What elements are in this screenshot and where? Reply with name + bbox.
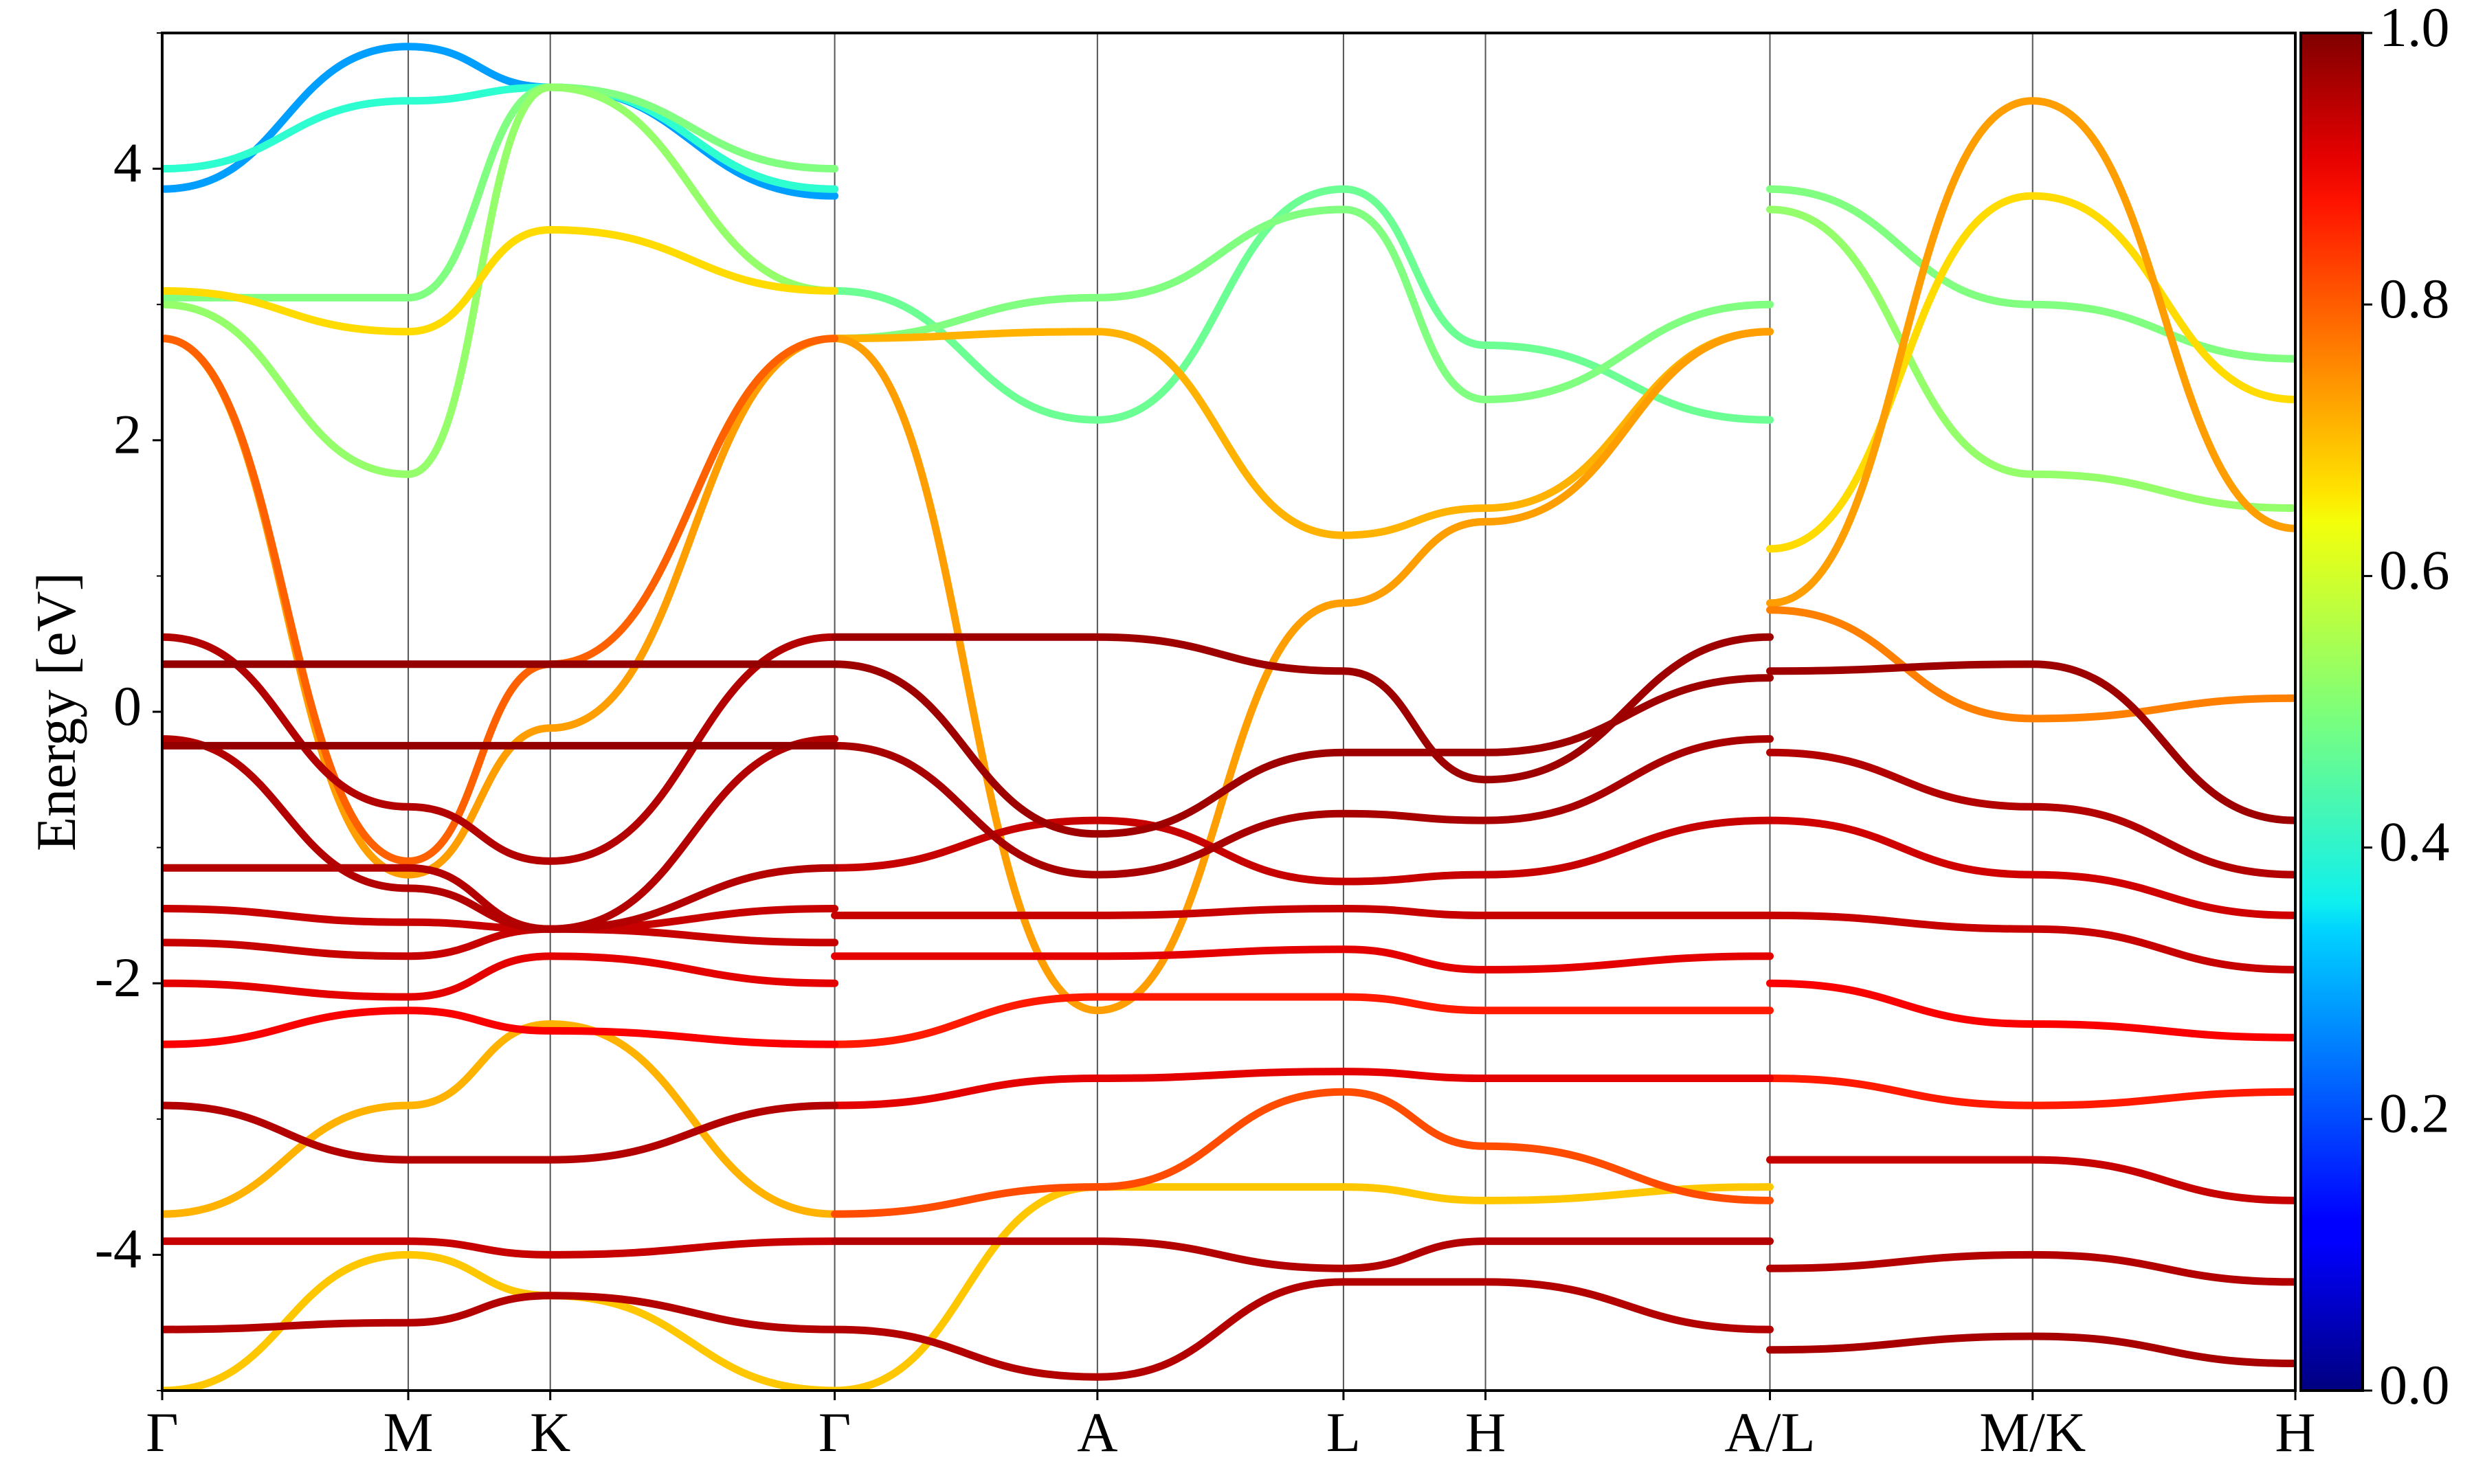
colorbar-tick-label: 0.0 (2379, 1353, 2450, 1416)
band-line (162, 905, 839, 933)
y-tick-label: 0 (113, 675, 142, 737)
band-line (162, 1250, 839, 1391)
band-line (162, 335, 839, 865)
colorbar-tick-label: 0.8 (2379, 267, 2450, 330)
band-line (162, 952, 839, 1001)
y-tick-label: 4 (113, 131, 142, 194)
y-tick-label: 2 (113, 403, 142, 466)
x-tick-label: Γ (146, 1401, 178, 1463)
band-line (162, 83, 839, 193)
band-line (831, 328, 1774, 539)
x-axis-ticks: Γ M K Γ A L H A/L M/K H (146, 1391, 2316, 1463)
band-line (162, 1007, 839, 1048)
band-line (1766, 606, 2295, 723)
band-line (162, 1020, 839, 1218)
x-tick-label: H (2275, 1401, 2315, 1463)
x-tick-label: L (1326, 1401, 1361, 1463)
band-line (1766, 1332, 2295, 1367)
band-line (1766, 660, 2295, 824)
x-tick-label: M/K (1979, 1401, 2086, 1463)
y-axis-ticks: 4 2 0 -2 -4 (95, 32, 162, 1391)
band-line (831, 1068, 1774, 1110)
band-line (1766, 1075, 2295, 1110)
band-line (831, 1183, 1774, 1391)
y-tick-label: -2 (95, 946, 142, 1009)
band-line (1766, 97, 2295, 607)
band-line (831, 816, 1774, 886)
colorbar-tick-label: 0.2 (2379, 1082, 2450, 1145)
band-line (831, 905, 1774, 919)
y-axis-title: Energy [eV] (25, 572, 87, 851)
band-line (1766, 1156, 2295, 1204)
band-line (162, 864, 839, 933)
band-line (831, 735, 1774, 879)
band-line (162, 1101, 839, 1164)
band-line (831, 945, 1774, 974)
band-line (1766, 979, 2295, 1042)
x-tick-label: A (1077, 1401, 1117, 1463)
band-line (1766, 1250, 2295, 1286)
x-tick-label: Γ (818, 1401, 851, 1463)
colorbar: 0.0 0.2 0.4 0.6 0.8 1.0 (2299, 0, 2450, 1416)
band-line (162, 735, 839, 933)
band-line (831, 1237, 1774, 1272)
band-line (831, 185, 1774, 424)
band-line (162, 1292, 839, 1334)
band-line (162, 633, 839, 865)
band-line (162, 83, 839, 478)
band-line (831, 1088, 1774, 1218)
band-lines (162, 43, 2295, 1391)
high-symmetry-lines (408, 33, 2033, 1391)
band-line (1766, 911, 2295, 974)
y-tick-label: -4 (95, 1217, 142, 1280)
colorbar-ticks: 0.0 0.2 0.4 0.6 0.8 1.0 (2363, 0, 2450, 1416)
band-line (162, 226, 839, 336)
band-line (1766, 748, 2295, 879)
band-line (831, 205, 1774, 403)
x-tick-label: M (383, 1401, 434, 1463)
colorbar-tick-label: 0.6 (2379, 539, 2450, 601)
colorbar-tick-label: 1.0 (2379, 0, 2450, 58)
band-line (1766, 192, 2295, 553)
band-line (831, 660, 1774, 838)
band-line (162, 1237, 839, 1259)
x-tick-label: K (530, 1401, 570, 1463)
band-line (1766, 816, 2295, 919)
band-line (831, 993, 1774, 1048)
band-line (831, 328, 1774, 1015)
x-tick-label: H (1465, 1401, 1506, 1463)
colorbar-tick-label: 0.4 (2379, 810, 2450, 873)
band-line (1766, 205, 2295, 513)
band-line (162, 925, 839, 960)
x-tick-label: A/L (1724, 1401, 1815, 1463)
band-line (831, 1278, 1774, 1381)
band-line (162, 83, 839, 302)
colorbar-gradient (2299, 32, 2364, 1392)
